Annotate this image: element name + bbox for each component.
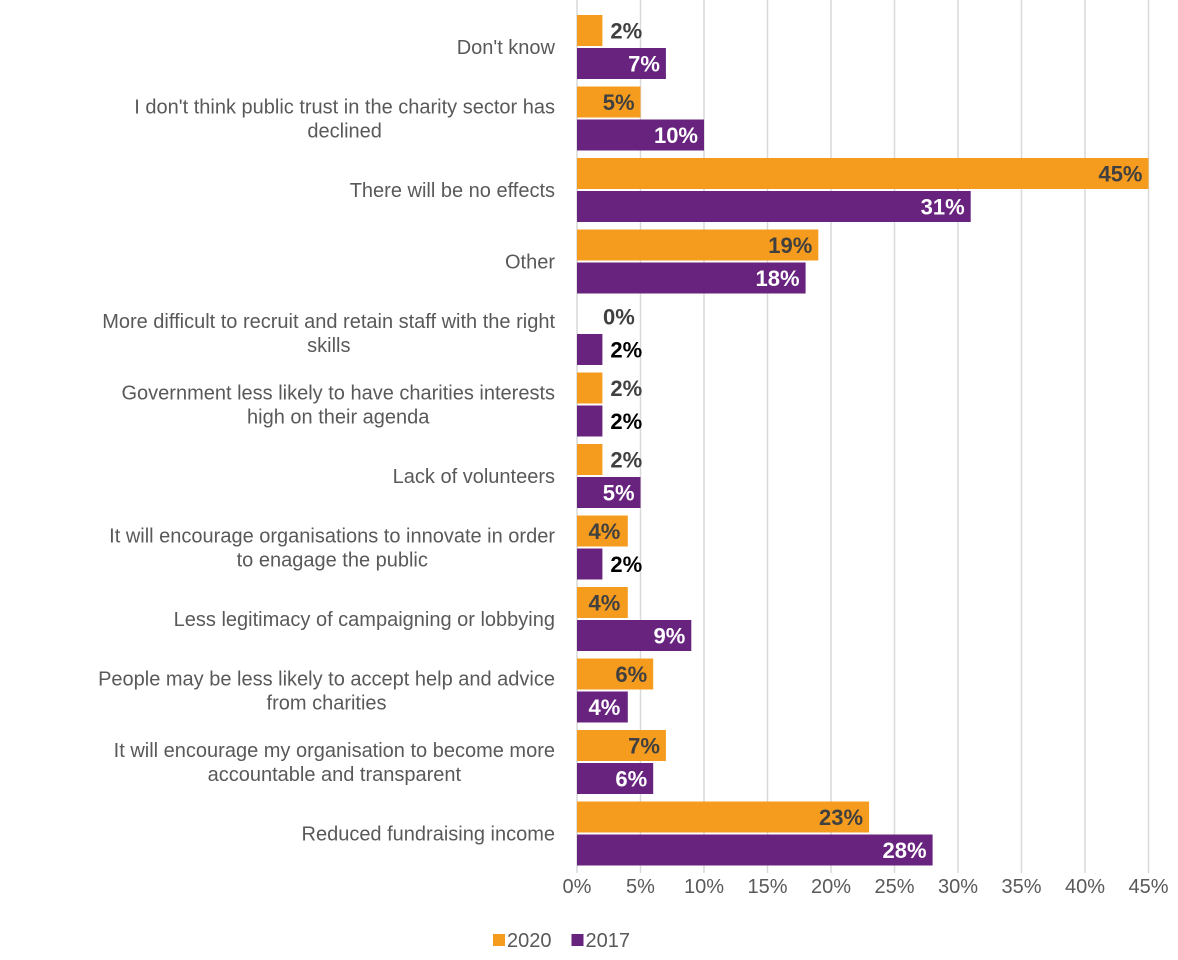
x-tick-label: 10% xyxy=(684,876,724,898)
data-label-2020: 19% xyxy=(768,233,812,258)
legend-swatch-2020 xyxy=(493,934,505,946)
bar-2020 xyxy=(577,15,603,46)
data-label-2020: 4% xyxy=(589,591,621,616)
category-label: high on their agenda xyxy=(247,407,430,429)
bar-2017 xyxy=(577,48,666,79)
x-tick-label: 45% xyxy=(1128,876,1168,898)
bar-2020 xyxy=(577,587,628,618)
x-tick-label: 5% xyxy=(626,876,655,898)
data-label-2017: 2% xyxy=(610,409,642,434)
data-label-2017: 2% xyxy=(610,552,642,577)
legend: 2020 2017 xyxy=(493,930,630,952)
category-labels: Don't know I don't think public trust in … xyxy=(98,37,555,846)
data-label-2017: 7% xyxy=(628,52,660,77)
category-label: Other xyxy=(505,252,555,274)
bar-2020 xyxy=(577,658,654,690)
x-tick-label: 25% xyxy=(874,876,914,898)
data-labels: 2% 7% 5% 10% 45% 31% 19% 18% 0% 2% 2% 2% 2% 5% 4% 2% 4% 9… xyxy=(589,19,1143,864)
bar-2020 xyxy=(577,801,870,833)
data-label-2017: 18% xyxy=(756,266,800,291)
x-tick-label: 40% xyxy=(1065,876,1105,898)
category-label: from charities xyxy=(267,693,387,715)
bar-2020 xyxy=(577,444,603,475)
category-label: More difficult to recruit and retain sta… xyxy=(102,311,555,333)
bar-2020 xyxy=(577,372,603,404)
category-label: It will encourage organisations to innov… xyxy=(109,526,555,548)
data-label-2017: 2% xyxy=(610,338,642,363)
data-label-2017: 28% xyxy=(883,838,927,863)
data-label-2020: 2% xyxy=(610,19,642,44)
x-tick-label: 0% xyxy=(563,876,592,898)
data-label-2020: 45% xyxy=(1098,162,1142,187)
bar-2020 xyxy=(577,515,628,547)
legend-label-2020: 2020 xyxy=(507,930,552,952)
category-label: Less legitimacy of campaigning or lobbyi… xyxy=(174,609,555,631)
category-label: declined xyxy=(307,121,382,143)
bar-2020 xyxy=(577,730,666,761)
data-label-2020: 7% xyxy=(628,734,660,759)
data-label-2020: 6% xyxy=(615,662,647,687)
category-label: Lack of volunteers xyxy=(393,466,555,488)
bars xyxy=(577,15,1149,866)
data-label-2020: 4% xyxy=(589,519,621,544)
legend-label-2017: 2017 xyxy=(586,930,631,952)
bar-2017 xyxy=(577,477,641,508)
bar-2017 xyxy=(577,119,704,151)
x-tick-label: 15% xyxy=(747,876,787,898)
x-axis-tick-labels: 0% 5% 10% 15% 20% 25% 30% 35% 40% 45% xyxy=(563,876,1169,898)
category-label: Reduced fundraising income xyxy=(302,824,556,846)
x-tick-label: 30% xyxy=(938,876,978,898)
bar-2017 xyxy=(577,334,603,365)
bar-2020 xyxy=(577,86,641,118)
data-label-2017: 5% xyxy=(603,481,635,506)
category-label: I don't think public trust in the charit… xyxy=(134,97,555,119)
data-label-2017: 31% xyxy=(921,195,965,220)
bar-2017 xyxy=(577,691,628,723)
data-label-2017: 10% xyxy=(654,123,698,148)
category-label: There will be no effects xyxy=(350,180,555,202)
data-label-2017: 4% xyxy=(589,695,621,720)
category-label: Government less likely to have charities… xyxy=(121,383,555,405)
category-label: skills xyxy=(307,335,350,357)
bar-2017 xyxy=(577,834,933,866)
bar-2017 xyxy=(577,620,692,651)
category-label: People may be less likely to accept help… xyxy=(98,669,555,691)
category-label: It will encourage my organisation to bec… xyxy=(114,740,555,762)
bar-2017 xyxy=(577,262,806,294)
data-label-2020: 2% xyxy=(610,376,642,401)
bar-2020 xyxy=(577,158,1149,189)
bar-2017 xyxy=(577,548,603,580)
bar-2017 xyxy=(577,405,603,437)
data-label-2017: 6% xyxy=(615,767,647,792)
bar-2017 xyxy=(577,191,971,222)
bar-2017 xyxy=(577,763,654,794)
data-label-2020: 2% xyxy=(610,448,642,473)
x-tick-label: 20% xyxy=(811,876,851,898)
data-label-2020: 0% xyxy=(603,305,635,330)
category-label: Don't know xyxy=(457,37,556,59)
data-label-2020: 23% xyxy=(819,805,863,830)
data-label-2020: 5% xyxy=(603,90,635,115)
category-label: accountable and transparent xyxy=(208,764,462,786)
x-tick-label: 35% xyxy=(1001,876,1041,898)
data-label-2017: 9% xyxy=(654,624,686,649)
category-label: to enagage the public xyxy=(237,550,428,572)
bar-2020 xyxy=(577,229,819,261)
legend-swatch-2017 xyxy=(571,934,584,946)
